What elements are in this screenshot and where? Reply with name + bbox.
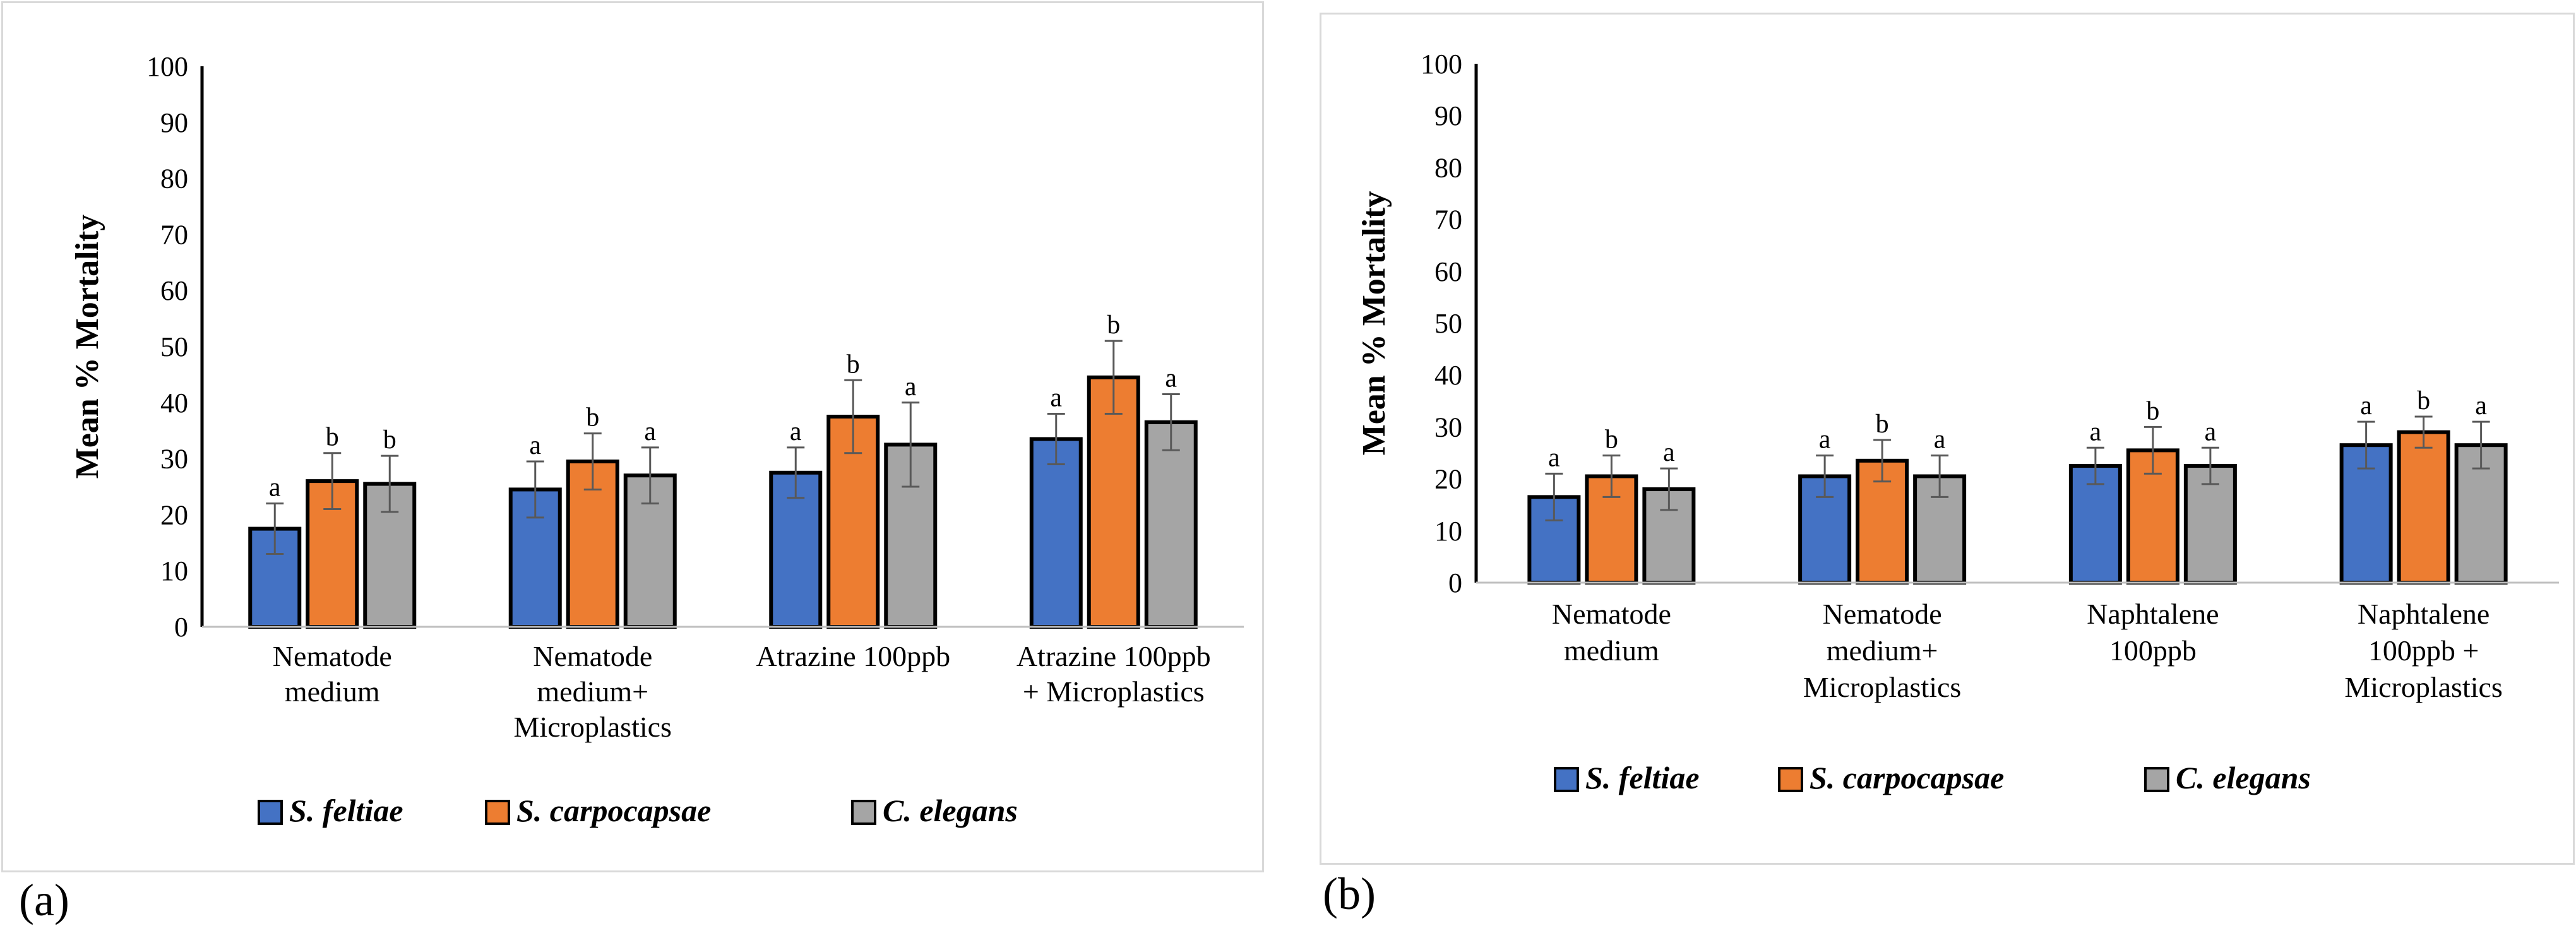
y-tick-label: 0 — [1448, 567, 1462, 598]
legend-swatch — [1554, 767, 1579, 792]
legend-swatch — [1778, 767, 1803, 792]
y-tick-label: 50 — [160, 331, 188, 362]
category-label: Atrazine 100ppb — [1017, 640, 1211, 672]
significance-label: b — [1107, 311, 1120, 340]
bar — [1144, 420, 1198, 629]
category-label: Microplastics — [1803, 671, 1961, 703]
y-tick-label: 10 — [160, 555, 188, 586]
legend-swatch — [485, 800, 510, 825]
category-label: Nematode — [533, 640, 652, 672]
significance-label: a — [1663, 438, 1675, 467]
category-label: Microplastics — [2344, 671, 2502, 703]
category-label: Naphtalene — [2087, 598, 2219, 630]
chart-panel-a: a a a a b b b b b a a a 0 10 20 30 40 50 60 70 80 90 100 Mean %… — [1, 1, 1264, 872]
legend-label: S. carpocapsae — [1810, 760, 2004, 795]
category-label: Nematode — [1823, 598, 1942, 630]
legend-swatch — [851, 800, 876, 825]
significance-label: b — [586, 403, 599, 432]
category-label: 100ppb + — [2368, 634, 2479, 667]
category-label: Nematode — [273, 640, 392, 672]
legend-label: S. feltiae — [289, 793, 403, 828]
legend-swatch — [2144, 767, 2169, 792]
category-label: Nematode — [1552, 598, 1671, 630]
significance-label: b — [1605, 425, 1618, 454]
significance-label: a — [2360, 391, 2372, 420]
legend-label: C. elegans — [2176, 760, 2311, 795]
category-label: Atrazine 100ppb — [756, 640, 950, 672]
legend-swatch — [258, 800, 283, 825]
y-tick-label: 30 — [160, 444, 188, 475]
significance-label: a — [2205, 417, 2217, 446]
bar — [1087, 375, 1140, 629]
y-tick-label: 60 — [1434, 256, 1462, 287]
significance-label: a — [529, 431, 541, 460]
y-tick-label: 90 — [160, 107, 188, 138]
y-tick-label: 10 — [1434, 516, 1462, 547]
bar-chart-b: a a a a b b b b a a a a 0 10 20 30 40 50 60 70 80 90 100 Mean %… — [1356, 49, 2559, 795]
y-tick-label: 100 — [146, 51, 188, 82]
y-tick-label: 90 — [1434, 100, 1462, 131]
significance-label: b — [1876, 410, 1889, 439]
y-tick-label: 40 — [160, 388, 188, 419]
significance-label: b — [383, 425, 397, 454]
y-tick-label: 80 — [160, 163, 188, 194]
y-tick-label: 0 — [174, 612, 188, 643]
significance-label: b — [2146, 396, 2159, 425]
category-label: 100ppb — [2109, 634, 2197, 667]
significance-label: a — [1548, 443, 1560, 472]
significance-label: b — [847, 350, 860, 379]
significance-label: a — [644, 417, 656, 446]
legend-label: C. elegans — [883, 793, 1018, 828]
significance-label: a — [790, 417, 802, 446]
significance-label: a — [1819, 425, 1831, 454]
y-tick-label: 70 — [160, 219, 188, 250]
y-tick-label: 20 — [1434, 464, 1462, 495]
significance-label: b — [2417, 386, 2430, 415]
category-label: Naphtalene — [2358, 598, 2490, 630]
category-label: Microplastics — [514, 711, 672, 743]
significance-label: a — [269, 473, 281, 502]
panel-label-b: (b) — [1323, 869, 1376, 919]
legend-label: S. feltiae — [1585, 760, 1700, 795]
y-tick-label: 100 — [1421, 49, 1462, 80]
y-tick-label: 80 — [1434, 152, 1462, 183]
y-tick-label: 20 — [160, 499, 188, 530]
bar — [2183, 464, 2237, 585]
panel-label-a: (a) — [19, 875, 69, 925]
category-label: medium+ — [1827, 634, 1938, 667]
significance-label: a — [1050, 384, 1062, 413]
category-label: medium — [1564, 634, 1659, 667]
significance-label: b — [326, 423, 339, 452]
significance-label: a — [1934, 425, 1946, 454]
y-axis-title: Mean % Mortality — [69, 215, 105, 479]
y-tick-label: 70 — [1434, 205, 1462, 235]
significance-label: a — [1165, 364, 1177, 393]
significance-label: a — [2475, 391, 2487, 420]
chart-panel-b: a a a a b b b b a a a a 0 10 20 30 40 50 60 70 80 90 100 Mean %… — [1320, 13, 2575, 865]
y-tick-label: 30 — [1434, 412, 1462, 442]
y-axis-title: Mean % Mortality — [1356, 191, 1392, 456]
bar — [1029, 437, 1083, 629]
legend-label: S. carpocapsae — [516, 793, 711, 828]
y-tick-label: 40 — [1434, 360, 1462, 391]
y-tick-label: 50 — [1434, 308, 1462, 339]
bar — [2397, 430, 2450, 585]
category-label: medium — [285, 675, 380, 708]
bar-chart-a: a a a a b b b b b a a a 0 10 20 30 40 50 60 70 80 90 100 Mean %… — [69, 51, 1244, 828]
category-label: + Microplastics — [1023, 675, 1205, 708]
significance-label: a — [905, 372, 917, 401]
significance-label: a — [2090, 417, 2102, 446]
category-label: medium+ — [537, 675, 648, 708]
y-tick-label: 60 — [160, 275, 188, 306]
